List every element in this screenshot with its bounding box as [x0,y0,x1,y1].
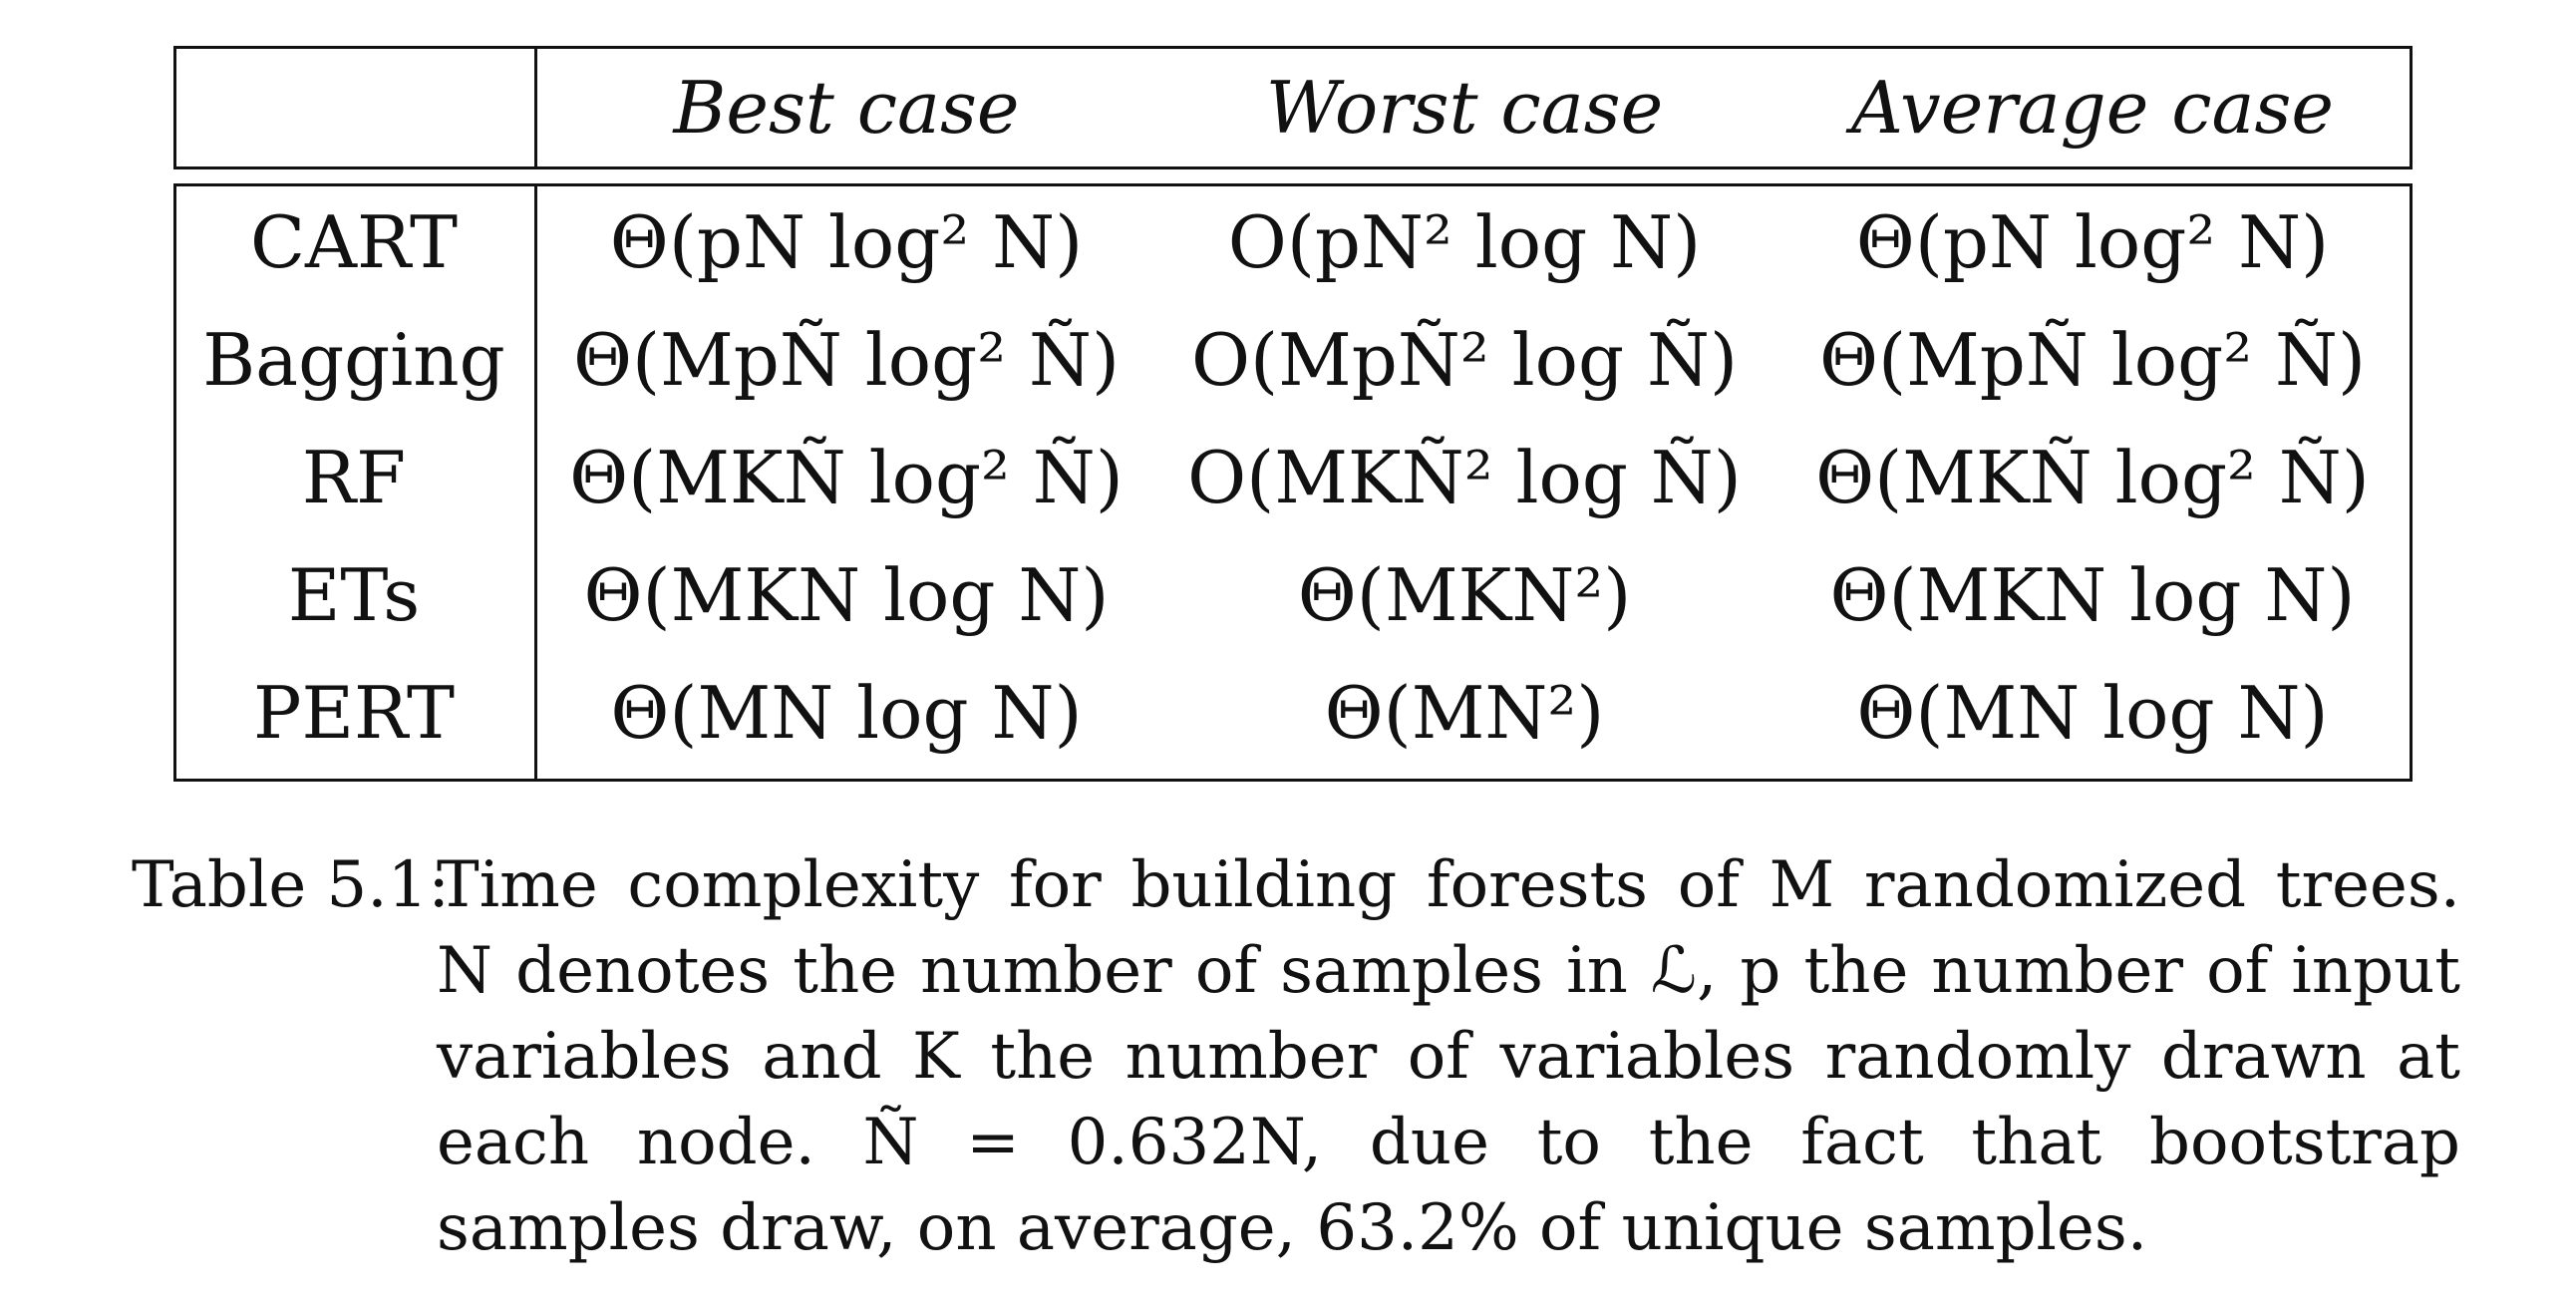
header-cell-worst-case: Worst case [1265,66,1664,150]
method-name: ETs [287,553,421,637]
best-case-value: Θ(MKÑ log² Ñ) [569,436,1124,519]
complexity-table: Best case Worst case Average case CART Θ… [173,46,2413,784]
method-name: Bagging [202,318,505,402]
table-row: ETs Θ(MKN log N) Θ(MKN²) Θ(MKN log N) [173,536,2413,654]
caption-label: Table 5.1: [132,848,450,922]
caption-text: Time complexity for building forests of … [437,848,2460,1265]
table-row: PERT Θ(MN log N) Θ(MN²) Θ(MN log N) [173,654,2413,772]
table-body [173,183,2413,782]
body-divider [534,183,537,782]
table-row: CART Θ(pN log² N) O(pN² log N) Θ(pN log²… [173,183,2413,301]
method-name: CART [249,200,459,284]
worst-case-value: Θ(MN²) [1324,671,1605,755]
average-case-value: Θ(MKÑ log² Ñ) [1815,436,2370,519]
worst-case-value: O(pN² log N) [1227,200,1702,284]
worst-case-value: O(MpÑ² log Ñ) [1190,318,1739,402]
header-cell-best-case: Best case [673,66,1020,150]
method-name: PERT [253,671,455,755]
average-case-value: Θ(MpÑ log² Ñ) [1818,318,2367,402]
best-case-value: Θ(pN log² N) [609,200,1084,284]
worst-case-value: Θ(MKN²) [1297,553,1632,637]
table-row: Bagging Θ(MpÑ log² Ñ) O(MpÑ² log Ñ) Θ(Mp… [173,301,2413,419]
average-case-value: Θ(MN log N) [1856,671,2329,755]
header-divider [534,46,537,169]
method-name: RF [301,436,407,519]
best-case-value: Θ(MpÑ log² Ñ) [572,318,1121,402]
average-case-value: Θ(MKN log N) [1829,553,2356,637]
worst-case-value: O(MKÑ² log Ñ) [1187,436,1742,519]
table-header [173,46,2413,169]
best-case-value: Θ(MKN log N) [583,553,1110,637]
best-case-value: Θ(MN log N) [610,671,1083,755]
table-row: RF Θ(MKÑ log² Ñ) O(MKÑ² log Ñ) Θ(MKÑ log… [173,419,2413,536]
average-case-value: Θ(pN log² N) [1855,200,2330,284]
header-cell-empty [173,68,534,148]
header-cell-average-case: Average case [1850,66,2335,150]
